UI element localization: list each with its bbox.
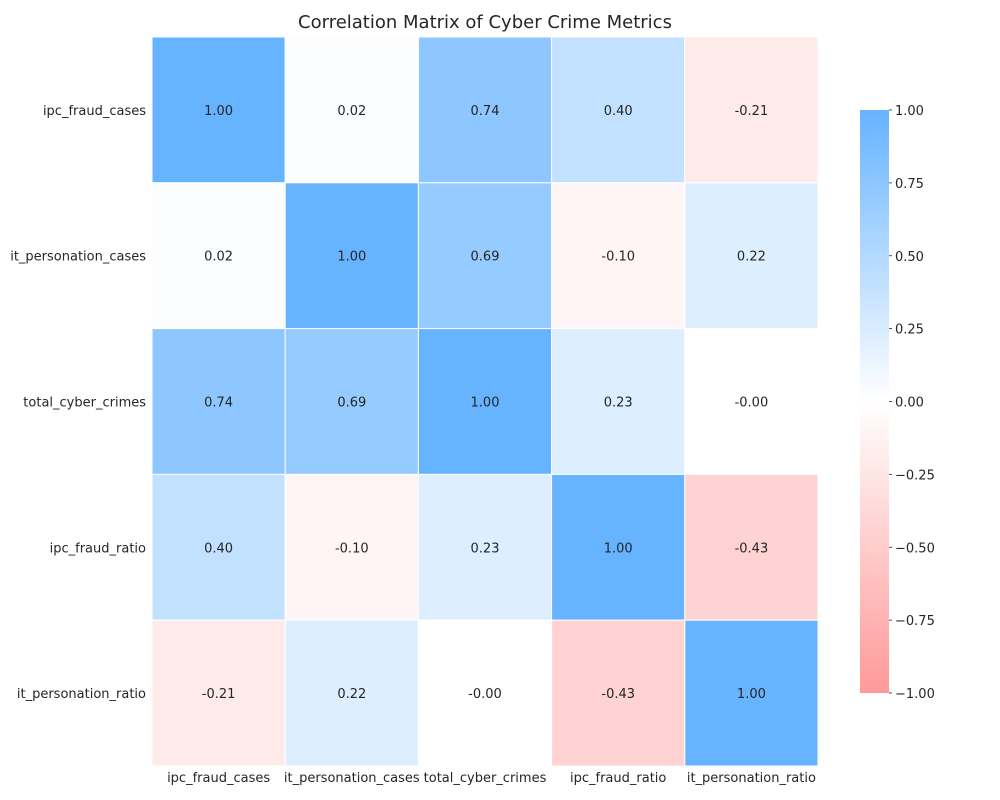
cell-value-label-2-4: -0.00 [735, 396, 769, 411]
colorbar-tick-label-2: 0.50 [895, 250, 924, 265]
row-label-0: ipc_fraud_cases [43, 104, 146, 119]
column-label-3: ipc_fraud_ratio [570, 771, 666, 786]
cell-value-label-2-3: 0.23 [604, 396, 633, 411]
chart-title: Correlation Matrix of Cyber Crime Metric… [298, 12, 672, 33]
cell-value-label-0-4: -0.21 [735, 104, 769, 119]
colorbar-tick-label-8: −1.00 [895, 687, 935, 702]
row-label-1: it_personation_cases [10, 250, 146, 265]
heatmap-cell-3-3 [551, 473, 686, 621]
colorbar-tick-label-6: −0.50 [895, 541, 935, 556]
cell-value-label-0-3: 0.40 [604, 104, 633, 119]
column-label-1: it_personation_cases [284, 771, 420, 786]
column-label-2: total_cyber_crimes [424, 771, 547, 786]
heatmap-cell-4-0 [151, 619, 286, 767]
row-labels: ipc_fraud_cases it_personation_casestotal… [10, 104, 146, 702]
heatmap-cell-2-4 [684, 328, 819, 475]
cell-value-label-3-0: 0.40 [204, 541, 233, 556]
cell-value-label-0-2: 0.74 [471, 104, 500, 119]
colorbar-tick-label-0: 1.00 [895, 104, 924, 119]
column-labels: ipc_fraud_cases it_personation_cases total… [167, 771, 816, 786]
heatmap-cell-labels: 1.00 0.02 0.74 0.40 -0.21 0.02 1.00 0.69 -0.10 0.… [202, 104, 768, 702]
cell-value-label-3-4: -0.43 [735, 541, 769, 556]
heatmap-cell-0-3 [551, 36, 686, 184]
heatmap-cell-4-4 [684, 619, 819, 767]
row-label-3: ipc_fraud_ratio [50, 541, 146, 556]
heatmap-cell-0-2 [417, 36, 553, 184]
heatmap-cell-4-1 [284, 619, 419, 767]
colorbar: 1.00 0.75 0.50 0.25 0.00 −0.25 −0.50 −0.75 −1.00 [860, 104, 935, 702]
heatmap-cell-2-2 [417, 328, 553, 475]
colorbar-tick-label-3: 0.25 [895, 323, 924, 338]
cell-value-label-2-2: 1.00 [471, 396, 500, 411]
cell-value-label-1-4: 0.22 [737, 250, 766, 265]
row-label-2: total_cyber_crimes [23, 396, 146, 411]
cell-value-label-2-0: 0.74 [204, 396, 233, 411]
cell-value-label-3-3: 1.00 [604, 541, 633, 556]
cell-value-label-4-4: 1.00 [737, 687, 766, 702]
cell-value-label-1-3: -0.10 [601, 250, 635, 265]
cell-value-label-3-2: 0.23 [471, 541, 500, 556]
heatmap-cell-3-4 [684, 473, 819, 621]
column-label-0: ipc_fraud_cases [167, 771, 270, 786]
heatmap-cell-4-2 [417, 619, 553, 767]
colorbar-gradient [860, 110, 889, 693]
cell-value-label-3-1: -0.10 [335, 541, 369, 556]
heatmap-cell-2-1 [284, 328, 419, 475]
heatmap-cell-1-0 [151, 182, 286, 330]
cell-value-label-2-1: 0.69 [337, 396, 366, 411]
heatmap-cell-1-4 [684, 182, 819, 330]
colorbar-tick-label-1: 0.75 [895, 177, 924, 192]
heatmap-cell-0-4 [684, 36, 819, 184]
heatmap-cell-0-0 [151, 36, 286, 184]
heatmap-cell-2-3 [551, 328, 686, 475]
cell-value-label-4-0: -0.21 [202, 687, 236, 702]
cell-value-label-0-0: 1.00 [204, 104, 233, 119]
cell-value-label-1-0: 0.02 [204, 250, 233, 265]
heatmap-cell-1-2 [417, 182, 553, 330]
heatmap-cell-3-0 [151, 473, 286, 621]
cell-value-label-1-1: 1.00 [337, 250, 366, 265]
colorbar-ticks: 1.00 0.75 0.50 0.25 0.00 −0.25 −0.50 −0.75 −1.00 [889, 104, 935, 702]
heatmap-cells [151, 36, 819, 767]
heatmap-cell-3-1 [284, 473, 419, 621]
colorbar-tick-label-7: −0.75 [895, 614, 935, 629]
cell-value-label-0-1: 0.02 [337, 104, 366, 119]
cell-value-label-4-3: -0.43 [601, 687, 635, 702]
colorbar-tick-label-5: −0.25 [895, 468, 935, 483]
cell-value-label-4-1: 0.22 [337, 687, 366, 702]
colorbar-tick-label-4: 0.00 [895, 396, 924, 411]
row-label-4: it_personation_ratio [17, 687, 146, 702]
cell-value-label-4-2: -0.00 [468, 687, 502, 702]
heatmap-cell-3-2 [417, 473, 553, 621]
cell-value-label-1-2: 0.69 [471, 250, 500, 265]
heatmap-cell-0-1 [284, 36, 419, 184]
column-label-4: it_personation_ratio [687, 771, 816, 786]
